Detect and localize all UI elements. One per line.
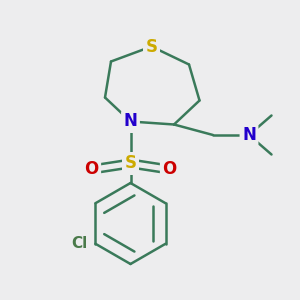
Text: N: N <box>124 112 137 130</box>
Text: S: S <box>146 38 158 56</box>
Text: N: N <box>242 126 256 144</box>
Text: O: O <box>84 160 99 178</box>
Text: Cl: Cl <box>71 236 87 251</box>
Text: S: S <box>124 154 136 172</box>
Text: O: O <box>162 160 177 178</box>
